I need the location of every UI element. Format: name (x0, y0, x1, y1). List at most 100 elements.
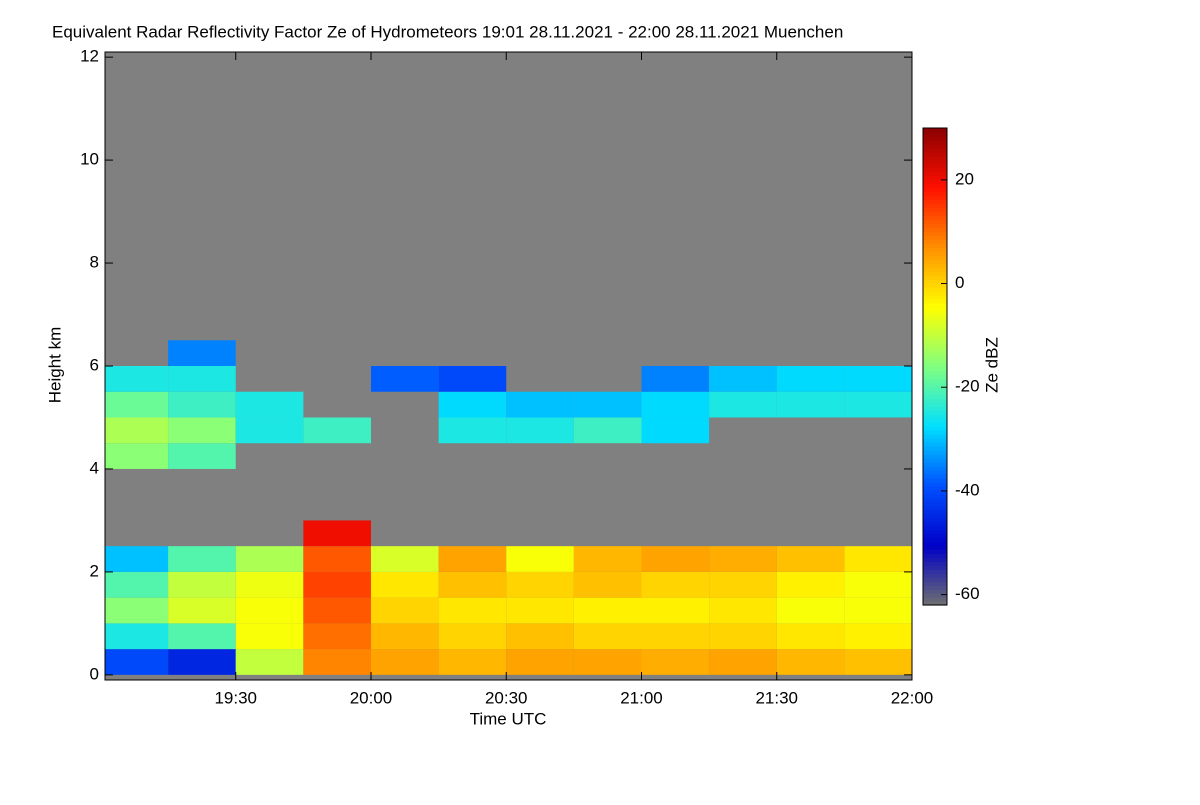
heatmap-cell (709, 571, 777, 598)
colorbar-segment (923, 442, 947, 447)
colorbar-segment (923, 601, 947, 606)
colorbar-segment (923, 135, 947, 141)
heatmap-cell (844, 366, 912, 392)
heatmap-cell (844, 546, 912, 572)
heatmap-cell (709, 546, 777, 572)
heatmap-cell (303, 623, 371, 650)
heatmap-cell (709, 649, 777, 675)
colorbar-segment (923, 509, 947, 515)
colorbar-segment (923, 565, 947, 570)
colorbar-segment (923, 155, 947, 161)
heatmap-cell (641, 623, 710, 650)
colorbar-segment (923, 223, 947, 228)
heatmap-cell (370, 623, 439, 650)
colorbar-segment (923, 493, 947, 499)
colorbar-segment (923, 517, 947, 523)
heatmap-cell (235, 623, 304, 650)
y-tick-label: 0 (90, 664, 99, 683)
colorbar-tick-label: -20 (955, 377, 980, 396)
colorbar-segment (923, 183, 947, 189)
colorbar-segment (923, 239, 947, 244)
colorbar-segment (923, 350, 947, 356)
colorbar-segment (923, 191, 947, 197)
heatmap-cell (168, 417, 236, 444)
colorbar-segment (923, 227, 947, 232)
heatmap-cell (168, 546, 236, 572)
colorbar-segment (923, 219, 947, 224)
colorbar-segment (923, 485, 947, 491)
colorbar-segment (923, 553, 947, 558)
colorbar-segment (923, 497, 947, 503)
colorbar-segment (923, 255, 947, 260)
heatmap-cell (370, 546, 439, 572)
heatmap-cell (303, 520, 371, 547)
heatmap-cell (303, 649, 371, 675)
heatmap-cell (641, 417, 710, 444)
colorbar-segment (923, 159, 947, 165)
heatmap-cell (573, 571, 642, 598)
colorbar-segment (923, 446, 947, 451)
colorbar-segment (923, 457, 947, 463)
colorbar-segment (923, 354, 947, 360)
heatmap-cell (641, 546, 710, 572)
heatmap-cell (235, 571, 304, 598)
heatmap-cell (709, 391, 777, 418)
colorbar-segment (923, 330, 947, 336)
colorbar-segment (923, 231, 947, 236)
heatmap-cell (776, 571, 845, 598)
colorbar-segment (923, 346, 947, 352)
heatmap-cell (641, 571, 710, 598)
heatmap-cell (235, 597, 304, 624)
colorbar-segment (923, 585, 947, 590)
heatmap-cell (168, 597, 236, 624)
colorbar-segment (923, 195, 947, 201)
colorbar-segment (923, 525, 947, 531)
heatmap-cell (105, 649, 169, 675)
heatmap-cell (168, 391, 236, 418)
colorbar-segment (923, 171, 947, 177)
heatmap-cell (506, 391, 574, 418)
colorbar-segment (923, 287, 947, 292)
heatmap-cell (303, 597, 371, 624)
colorbar-segment (923, 151, 947, 157)
colorbar-segment (923, 453, 947, 459)
colorbar-segment (923, 545, 947, 550)
colorbar-segment (923, 533, 947, 539)
heatmap-cell (438, 571, 507, 598)
heatmap-cell (776, 366, 845, 392)
heatmap-cell (438, 417, 507, 444)
colorbar-segment (923, 322, 947, 328)
heatmap-cell (105, 571, 169, 598)
heatmap-cell (709, 366, 777, 392)
heatmap-cell (844, 597, 912, 624)
colorbar-segment (923, 577, 947, 582)
colorbar-segment (923, 290, 947, 296)
colorbar-segment (923, 402, 947, 407)
heatmap-cell (168, 366, 236, 392)
colorbar-segment (923, 271, 947, 276)
colorbar-segment (923, 537, 947, 542)
heatmap-cell (168, 340, 236, 366)
heatmap-cell (105, 391, 169, 418)
x-tick-label: 19:30 (214, 688, 257, 707)
heatmap-cell (438, 391, 507, 418)
colorbar-tick-label: -40 (955, 480, 980, 499)
heatmap-cell (370, 571, 439, 598)
colorbar-segment (923, 247, 947, 252)
x-tick-label: 20:30 (485, 688, 528, 707)
colorbar-segment (923, 473, 947, 479)
heatmap-cell (506, 417, 574, 444)
colorbar-segment (923, 302, 947, 308)
heatmap-cell (105, 546, 169, 572)
colorbar-segment (923, 561, 947, 566)
heatmap-cell (105, 623, 169, 650)
colorbar-tick-label: 0 (955, 273, 964, 292)
colorbar-segment (923, 398, 947, 403)
colorbar-segment (923, 215, 947, 221)
heatmap-cell (105, 366, 169, 392)
colorbar-segment (923, 167, 947, 173)
heatmap-cell (438, 623, 507, 650)
colorbar-segment (923, 406, 947, 411)
heatmap-cell (506, 623, 574, 650)
